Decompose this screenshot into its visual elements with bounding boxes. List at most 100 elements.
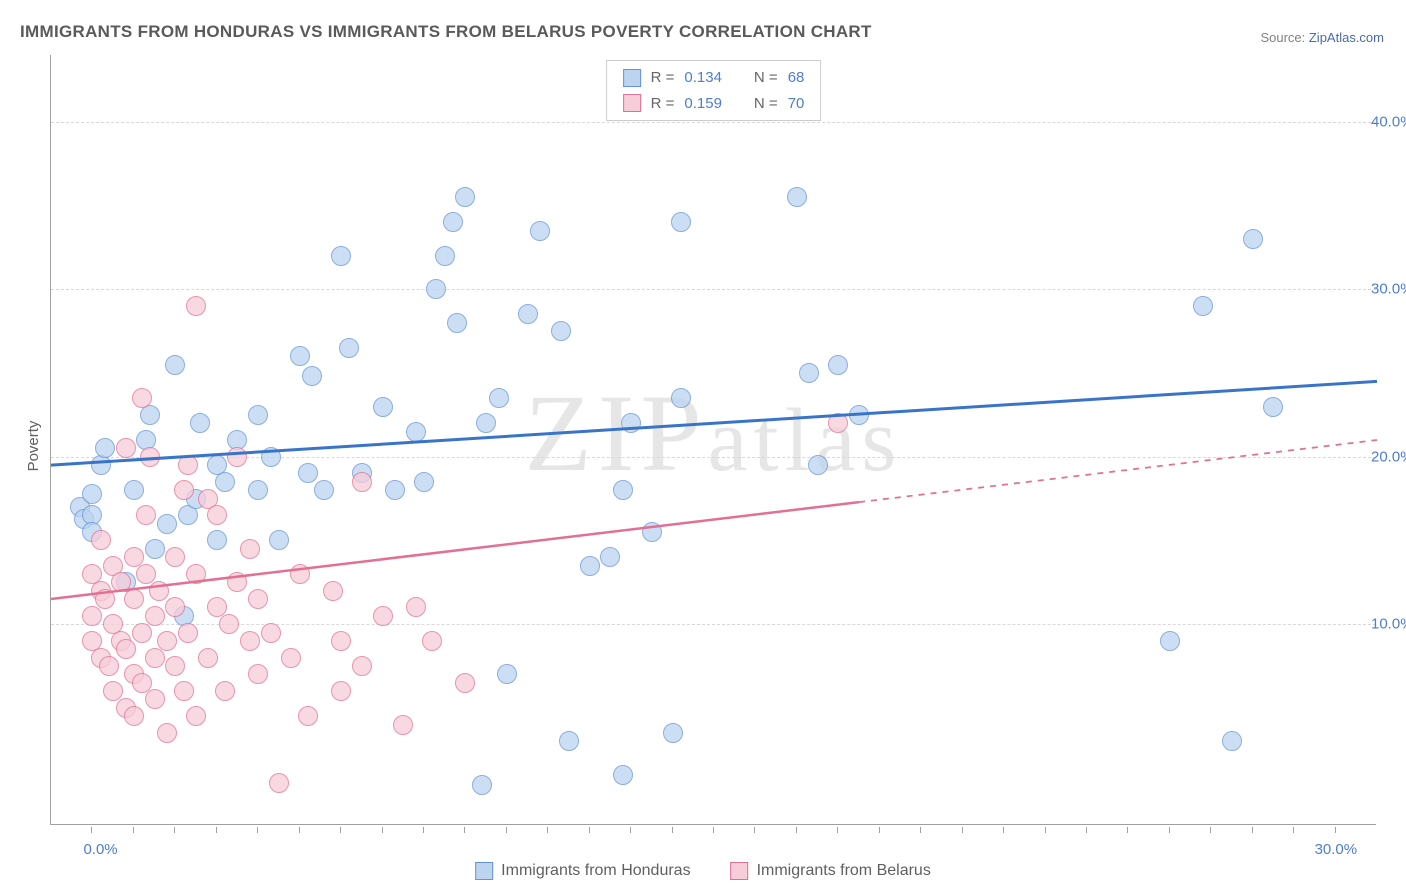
x-tick [630, 827, 640, 833]
x-tick [299, 827, 309, 833]
data-point [207, 530, 227, 550]
data-point [95, 589, 115, 609]
data-point [302, 366, 322, 386]
data-point [613, 765, 633, 785]
legend-swatch [731, 862, 749, 880]
x-tick-label: 0.0% [83, 841, 117, 858]
y-tick-label: 30.0% [1371, 281, 1406, 298]
data-point [559, 731, 579, 751]
data-point [455, 673, 475, 693]
source-link[interactable]: ZipAtlas.com [1309, 30, 1384, 45]
data-point [671, 388, 691, 408]
data-point [174, 480, 194, 500]
data-point [281, 648, 301, 668]
data-point [145, 648, 165, 668]
data-point [787, 187, 807, 207]
data-point [1160, 631, 1180, 651]
data-point [331, 631, 351, 651]
data-point [331, 681, 351, 701]
r-label: R = [651, 65, 675, 91]
data-point [426, 279, 446, 299]
stats-legend: R =0.134N =68R =0.159N =70 [606, 60, 822, 121]
data-point [178, 455, 198, 475]
data-point [174, 681, 194, 701]
x-tick [1086, 827, 1096, 833]
data-point [447, 313, 467, 333]
series-legend-entry: Immigrants from Belarus [731, 862, 931, 880]
data-point [642, 522, 662, 542]
data-point [393, 715, 413, 735]
data-point [132, 388, 152, 408]
data-point [497, 664, 517, 684]
data-point [261, 447, 281, 467]
x-tick [506, 827, 516, 833]
data-point [828, 413, 848, 433]
data-point [116, 639, 136, 659]
data-point [671, 212, 691, 232]
data-point [178, 623, 198, 643]
r-value: 0.134 [684, 65, 722, 91]
data-point [186, 706, 206, 726]
data-point [530, 221, 550, 241]
x-tick [91, 827, 101, 833]
data-point [613, 480, 633, 500]
x-tick [589, 827, 599, 833]
x-tick [216, 827, 226, 833]
data-point [339, 338, 359, 358]
data-point [331, 246, 351, 266]
data-point [1222, 731, 1242, 751]
data-point [219, 614, 239, 634]
x-tick [1252, 827, 1262, 833]
data-point [124, 706, 144, 726]
x-tick [133, 827, 143, 833]
data-point [116, 438, 136, 458]
x-tick [672, 827, 682, 833]
watermark: ZIPatlas [525, 370, 903, 497]
trend-line-dashed [859, 440, 1377, 502]
data-point [323, 581, 343, 601]
x-tick [547, 827, 557, 833]
data-point [472, 775, 492, 795]
data-point [95, 438, 115, 458]
plot-area: ZIPatlas R =0.134N =68R =0.159N =70 10.0… [50, 55, 1376, 825]
x-tick [1169, 827, 1179, 833]
data-point [799, 363, 819, 383]
x-tick [713, 827, 723, 833]
stats-legend-row: R =0.159N =70 [623, 91, 805, 117]
data-point [422, 631, 442, 651]
data-point [373, 606, 393, 626]
x-tick [1045, 827, 1055, 833]
data-point [145, 689, 165, 709]
data-point [198, 648, 218, 668]
gridline-horizontal [51, 457, 1376, 458]
x-tick [1003, 827, 1013, 833]
chart-title: IMMIGRANTS FROM HONDURAS VS IMMIGRANTS F… [20, 22, 872, 42]
data-point [551, 321, 571, 341]
data-point [240, 631, 260, 651]
data-point [248, 480, 268, 500]
r-value: 0.159 [684, 91, 722, 117]
data-point [82, 606, 102, 626]
data-point [1243, 229, 1263, 249]
data-point [600, 547, 620, 567]
data-point [165, 656, 185, 676]
data-point [227, 572, 247, 592]
trend-line-solid [51, 381, 1377, 465]
data-point [248, 589, 268, 609]
y-tick-label: 20.0% [1371, 448, 1406, 465]
data-point [828, 355, 848, 375]
data-point [190, 413, 210, 433]
data-point [489, 388, 509, 408]
data-point [314, 480, 334, 500]
r-label: R = [651, 91, 675, 117]
x-tick [879, 827, 889, 833]
data-point [248, 405, 268, 425]
data-point [157, 514, 177, 534]
y-tick-label: 40.0% [1371, 113, 1406, 130]
data-point [621, 413, 641, 433]
y-axis-label: Poverty [25, 421, 42, 472]
data-point [186, 296, 206, 316]
data-point [157, 631, 177, 651]
data-point [406, 422, 426, 442]
data-point [269, 773, 289, 793]
